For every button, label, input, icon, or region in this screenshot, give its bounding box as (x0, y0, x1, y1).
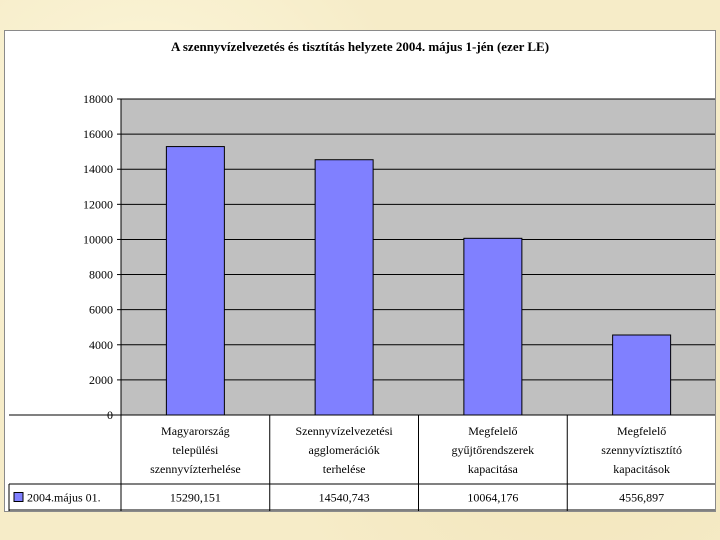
y-tick-label: 10000 (83, 232, 113, 246)
chart-title: A szennyvízelvezetés és tisztítás helyze… (170, 39, 550, 54)
bar (463, 237, 523, 416)
y-tick-label: 12000 (83, 197, 113, 211)
bar (314, 159, 374, 416)
legend-key (13, 492, 24, 502)
category-label: Magyarország települési szennyvízterhelése (150, 424, 241, 476)
data-table-value: 4556,897 (619, 491, 664, 505)
y-tick-label: 8000 (89, 268, 113, 282)
data-table-value: 14540,743 (319, 491, 370, 505)
category-label: Szennyvízelvezetési agglomerációk terhelés… (295, 424, 393, 476)
chart-frame: A szennyvízelvezetés és tisztítás helyze… (4, 30, 716, 512)
y-tick-label: 6000 (89, 303, 113, 317)
bar-chart: 0200040006000800010000120001400016000180… (8, 92, 715, 511)
y-tick-label: 16000 (83, 127, 113, 141)
data-table-value: 15290,151 (170, 491, 221, 505)
data-table-value: 10064,176 (467, 491, 518, 505)
category-label: Megfelelő szennyvíztisztító kapacitások (601, 424, 682, 476)
legend-label: 2004.május 01. (27, 491, 101, 505)
y-tick-label: 2000 (89, 373, 113, 387)
category-label: Megfelelő gyűjtőrendszerek kapacitása (452, 424, 535, 476)
y-tick-label: 14000 (83, 162, 113, 176)
y-tick-label: 18000 (83, 92, 113, 106)
y-tick-label: 4000 (89, 338, 113, 352)
bar (165, 146, 225, 416)
bar (612, 334, 672, 416)
